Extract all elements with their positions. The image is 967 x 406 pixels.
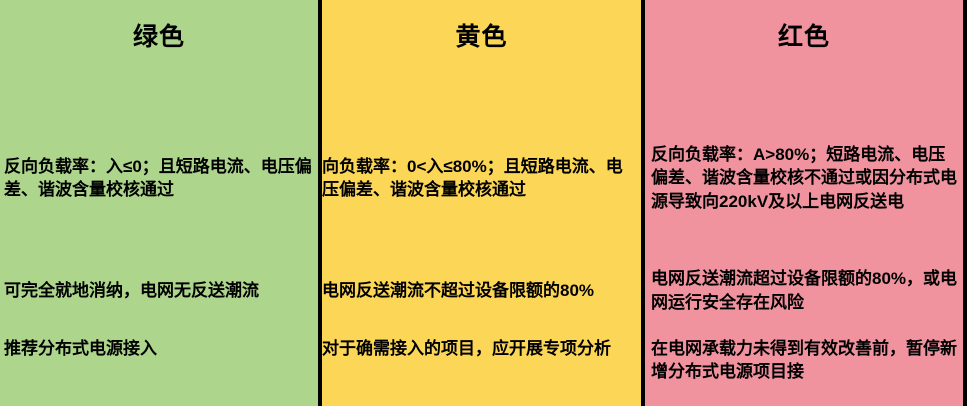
table-column-red: 红色 反向负载率：A>80%；短路电流、电压偏差、谐波含量校核不通过或因分布式电… — [645, 0, 967, 406]
cell-criteria-red: 反向负载率：A>80%；短路电流、电压偏差、谐波含量校核不通过或因分布式电源导致… — [651, 144, 957, 211]
cell-consumption-green: 可完全就地消纳，电网无反送潮流 — [4, 280, 259, 300]
cell-action-red: 在电网承载力未得到有效改善前，暂停新增分布式电源项目接 — [651, 339, 957, 382]
column-header-yellow: 黄色 — [322, 0, 641, 108]
column-header-red: 红色 — [645, 0, 963, 108]
cell-consumption-yellow: 电网反送潮流不超过设备限额的80% — [322, 280, 595, 300]
cell-consumption-red: 电网反送潮流超过设备限额的80%，或电网运行安全存在风险 — [651, 269, 958, 312]
column-title-red: 红色 — [777, 23, 830, 51]
cell-action-green: 推荐分布式电源接入 — [4, 339, 157, 358]
column-title-yellow: 黄色 — [455, 23, 508, 51]
cell-criteria-green: 反向负载率：入≤0；且短路电流、电压偏差、谐波含量校核通过 — [4, 156, 312, 199]
cell-action-yellow: 对于确需接入的项目，应开展专项分析 — [322, 339, 611, 358]
column-header-green: 绿色 — [0, 0, 318, 108]
table-column-yellow: 黄色 向负载率：0<入≤80%；且短路电流、电压偏差、谐波含量校核通过 电网反送… — [322, 0, 645, 406]
table-column-green: 绿色 反向负载率：入≤0；且短路电流、电压偏差、谐波含量校核通过 可完全就地消纳… — [0, 0, 322, 406]
cell-criteria-yellow: 向负载率：0<入≤80%；且短路电流、电压偏差、谐波含量校核通过 — [322, 156, 623, 199]
column-title-green: 绿色 — [132, 23, 185, 51]
